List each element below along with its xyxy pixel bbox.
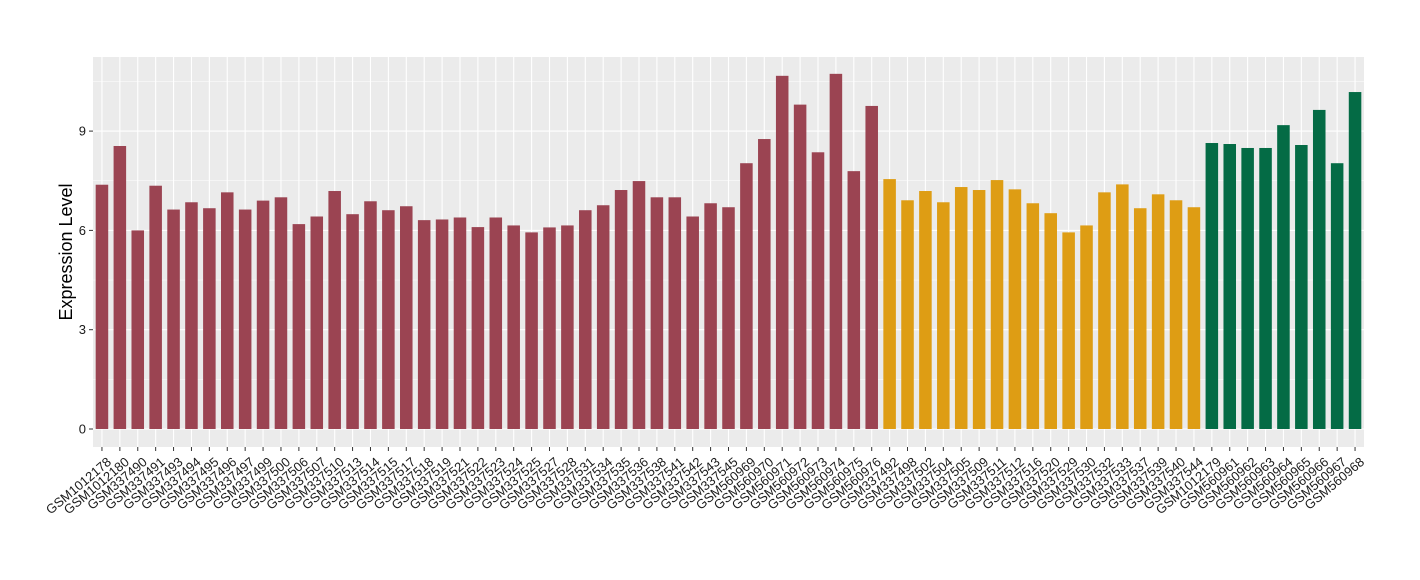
bar-GSM337519 xyxy=(435,219,449,429)
bar-GSM337499 xyxy=(256,200,270,429)
bar-GSM337538 xyxy=(650,197,664,429)
bar-GSM337541 xyxy=(668,197,682,429)
bar-GSM337518 xyxy=(417,220,431,429)
bar-GSM337535 xyxy=(614,190,628,429)
bar-GSM560974 xyxy=(829,73,843,429)
bar-GSM1012178 xyxy=(95,184,109,429)
x-axis: GSM1012178GSM1012180GSM337490GSM337491GS… xyxy=(43,447,1367,517)
bar-GSM337525 xyxy=(525,232,538,429)
bar-GSM560965 xyxy=(1295,145,1308,429)
bar-GSM337527 xyxy=(543,227,556,429)
bar-GSM1012179 xyxy=(1205,143,1219,430)
bar-GSM337531 xyxy=(579,210,592,429)
bar-GSM560971 xyxy=(775,75,789,429)
bar-GSM560962 xyxy=(1241,147,1254,429)
bar-GSM337497 xyxy=(238,209,252,429)
bar-GSM337491 xyxy=(149,185,162,429)
bar-GSM337545 xyxy=(722,207,735,429)
bar-GSM337544 xyxy=(1187,207,1201,429)
bar-GSM337528 xyxy=(561,225,574,429)
bar-GSM337539 xyxy=(1151,194,1165,429)
bar-GSM560970 xyxy=(758,139,771,429)
bar-GSM337524 xyxy=(507,225,520,429)
bar-GSM560969 xyxy=(740,163,753,429)
y-tick-label: 3 xyxy=(79,322,86,337)
bar-GSM560964 xyxy=(1277,125,1290,429)
bar-GSM560975 xyxy=(847,171,861,429)
bar-GSM337510 xyxy=(328,191,341,429)
bar-GSM560968 xyxy=(1348,92,1362,430)
bar-GSM337500 xyxy=(274,197,288,429)
bar-GSM337504 xyxy=(937,202,950,429)
bar-GSM560963 xyxy=(1259,147,1272,429)
bar-GSM337521 xyxy=(453,217,467,429)
bar-GSM337537 xyxy=(1133,208,1147,429)
y-tick-label: 6 xyxy=(79,223,86,238)
bar-GSM337502 xyxy=(919,191,932,429)
bar-GSM560973 xyxy=(811,152,825,429)
bar-GSM337506 xyxy=(292,224,306,429)
y-tick-label: 9 xyxy=(79,124,86,139)
bar-GSM337522 xyxy=(471,227,485,429)
bar-GSM337505 xyxy=(954,187,968,429)
bar-GSM560966 xyxy=(1312,109,1326,429)
bar-GSM337514 xyxy=(364,201,377,429)
bar-GSM337490 xyxy=(131,230,145,429)
bar-GSM560967 xyxy=(1330,163,1344,429)
bar-GSM560976 xyxy=(865,105,878,429)
bar-GSM337533 xyxy=(1116,184,1129,429)
bar-GSM337543 xyxy=(704,203,717,429)
bar-GSM337516 xyxy=(1026,203,1040,429)
bar-GSM560972 xyxy=(793,104,807,430)
bar-GSM337536 xyxy=(632,181,646,429)
bar-GSM337513 xyxy=(346,214,359,429)
y-tick-label: 0 xyxy=(79,422,86,437)
bar-GSM337523 xyxy=(489,217,503,429)
bar-GSM337498 xyxy=(901,200,914,429)
bars xyxy=(95,73,1362,430)
bar-GSM337494 xyxy=(185,202,198,429)
bar-GSM337493 xyxy=(167,209,180,429)
bar-GSM337540 xyxy=(1169,200,1183,429)
bar-GSM337512 xyxy=(1008,189,1022,429)
bar-GSM337496 xyxy=(220,192,234,429)
bar-GSM560961 xyxy=(1223,144,1237,429)
bar-GSM337529 xyxy=(1062,232,1075,429)
bar-GSM337520 xyxy=(1044,213,1057,429)
y-axis: 0 3 6 9 xyxy=(79,124,93,437)
bar-GSM337534 xyxy=(596,205,610,429)
bar-GSM337495 xyxy=(203,208,216,429)
bar-GSM337532 xyxy=(1098,192,1111,429)
bar-GSM337492 xyxy=(883,179,896,429)
y-axis-title: Expression Level xyxy=(56,183,76,320)
bar-GSM337542 xyxy=(686,216,699,429)
bar-GSM337509 xyxy=(972,190,986,429)
bar-GSM1012180 xyxy=(113,145,127,429)
bar-GSM337511 xyxy=(990,180,1004,429)
bar-GSM337530 xyxy=(1080,225,1093,429)
bar-GSM337515 xyxy=(382,210,395,429)
bar-GSM337517 xyxy=(400,206,413,429)
bar-GSM337507 xyxy=(310,216,324,429)
